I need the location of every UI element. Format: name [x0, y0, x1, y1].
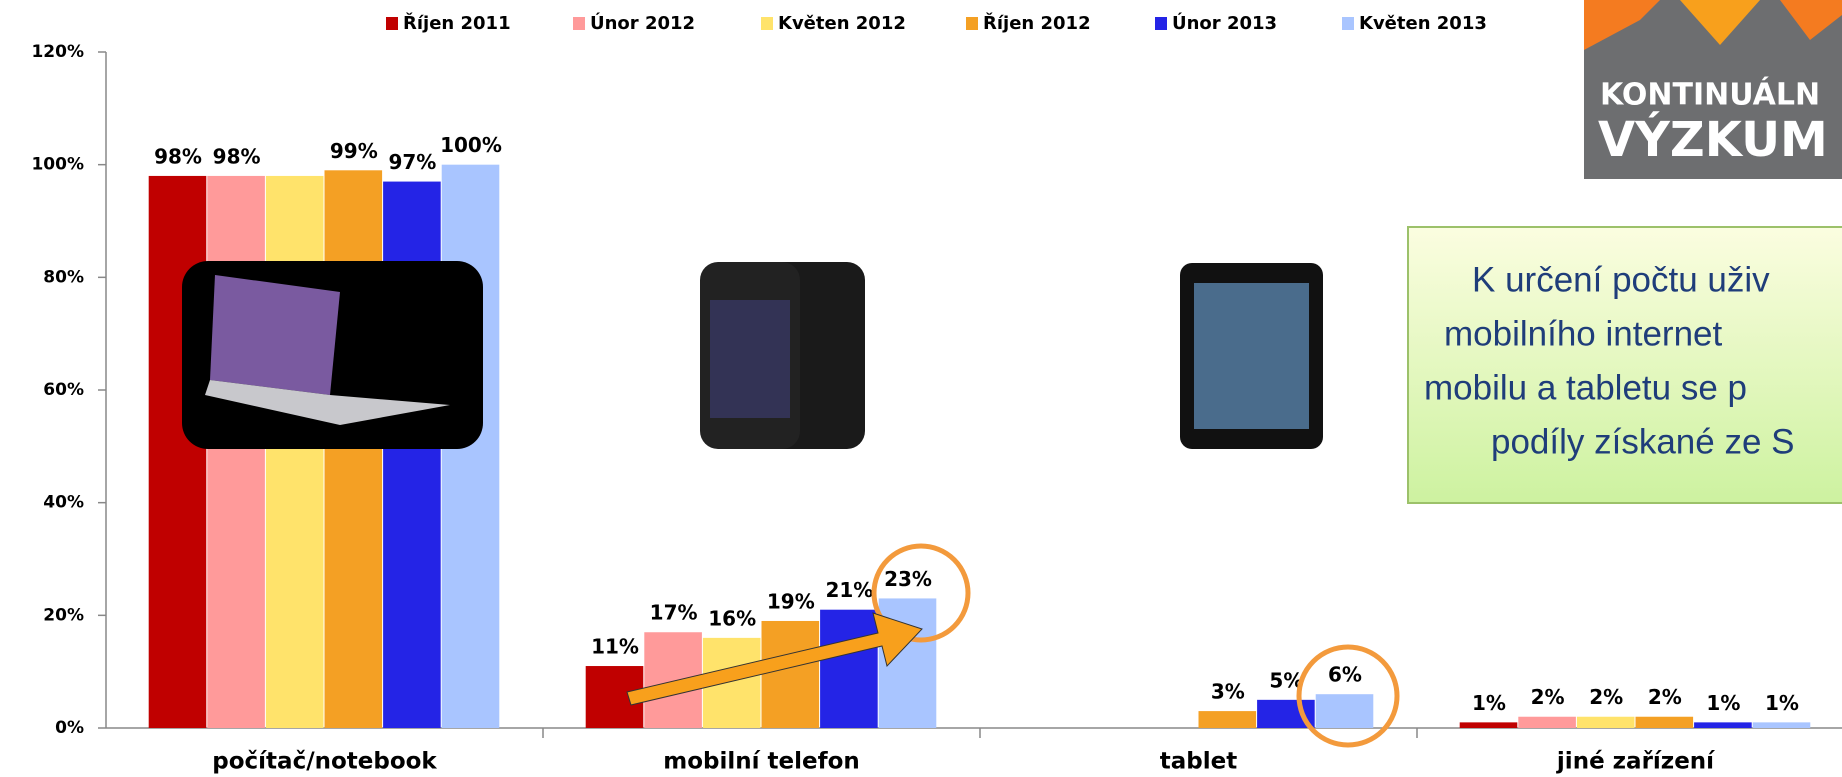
- callout-box: [1407, 226, 1842, 504]
- legend-label: Květen 2013: [1359, 13, 1487, 34]
- legend-label: Květen 2012: [778, 13, 906, 34]
- logo-text: KONTINUÁLN: [1600, 77, 1820, 113]
- phone-image: [700, 262, 865, 449]
- value-label: 1%: [1472, 691, 1506, 715]
- bar: [1198, 711, 1257, 728]
- highlight-circle: [871, 543, 971, 643]
- legend-swatch: [761, 17, 773, 30]
- value-label: 2%: [1531, 685, 1565, 709]
- logo-text: VÝZKUM: [1598, 111, 1828, 168]
- logo-shape: [1584, 0, 1660, 50]
- value-label: 6%: [1328, 663, 1362, 687]
- legend-label: Říjen 2011: [403, 12, 511, 34]
- bar: [1694, 722, 1752, 728]
- legend-label: Říjen 2012: [983, 12, 1091, 34]
- legend-swatch: [1155, 17, 1167, 30]
- y-tick-label: 80%: [43, 267, 84, 287]
- trend-arrow: [626, 612, 923, 706]
- callout-text: podíly získané ze S: [1491, 422, 1795, 461]
- bar: [1752, 722, 1811, 728]
- bar: [1315, 694, 1374, 728]
- y-tick-label: 120%: [31, 42, 84, 62]
- value-label: 97%: [388, 150, 436, 174]
- y-tick-label: 20%: [43, 605, 84, 625]
- y-tick-label: 0%: [55, 718, 84, 738]
- bar: [1635, 716, 1694, 728]
- callout-text: mobilu a tabletu se p: [1424, 368, 1747, 407]
- value-label: 16%: [708, 606, 756, 630]
- legend-swatch: [573, 17, 585, 30]
- y-tick-label: 40%: [43, 493, 84, 513]
- value-label: 23%: [884, 567, 932, 591]
- value-label: 3%: [1211, 680, 1245, 704]
- bar: [265, 175, 324, 728]
- value-label: 99%: [330, 139, 378, 163]
- value-label: 2%: [1589, 685, 1623, 709]
- bar: [1518, 716, 1576, 728]
- y-tick-label: 60%: [43, 380, 84, 400]
- logo-shape: [1780, 0, 1842, 40]
- legend-label: Únor 2013: [1172, 12, 1277, 34]
- x-tick-label: jiné zařízení: [1556, 749, 1715, 775]
- x-tick-label: mobilní telefon: [663, 749, 860, 775]
- bar: [324, 170, 383, 729]
- callout-text: K určení počtu uživ: [1472, 260, 1770, 299]
- value-label: 100%: [440, 133, 502, 157]
- logo-shape: [1680, 0, 1760, 45]
- bar: [761, 620, 820, 728]
- x-tick-label: počítač/notebook: [212, 749, 437, 775]
- callout-text: mobilního internet: [1444, 314, 1722, 353]
- bar: [1576, 716, 1635, 728]
- value-label: 98%: [213, 144, 261, 168]
- logo: KONTINUÁLN VÝZKUM: [1584, 0, 1842, 179]
- value-label: 11%: [591, 635, 639, 659]
- bar: [148, 175, 207, 728]
- legend-label: Únor 2012: [590, 12, 695, 34]
- bar: [207, 175, 265, 728]
- value-label: 19%: [767, 589, 815, 613]
- bar: [820, 609, 878, 728]
- laptop-image: [182, 261, 483, 449]
- tablet-image: [1180, 263, 1323, 449]
- value-label: 98%: [154, 144, 202, 168]
- x-tick-label: tablet: [1160, 749, 1237, 775]
- value-label: 1%: [1765, 691, 1799, 715]
- legend-swatch: [966, 17, 978, 30]
- legend-swatch: [1342, 17, 1354, 30]
- value-label: 17%: [650, 601, 698, 625]
- value-label: 2%: [1648, 685, 1682, 709]
- y-tick-label: 100%: [31, 155, 84, 175]
- value-label: 21%: [825, 578, 873, 602]
- value-label: 1%: [1706, 691, 1740, 715]
- bar: [1459, 722, 1518, 728]
- legend-swatch: [386, 17, 398, 30]
- highlight-circle: [1296, 644, 1400, 748]
